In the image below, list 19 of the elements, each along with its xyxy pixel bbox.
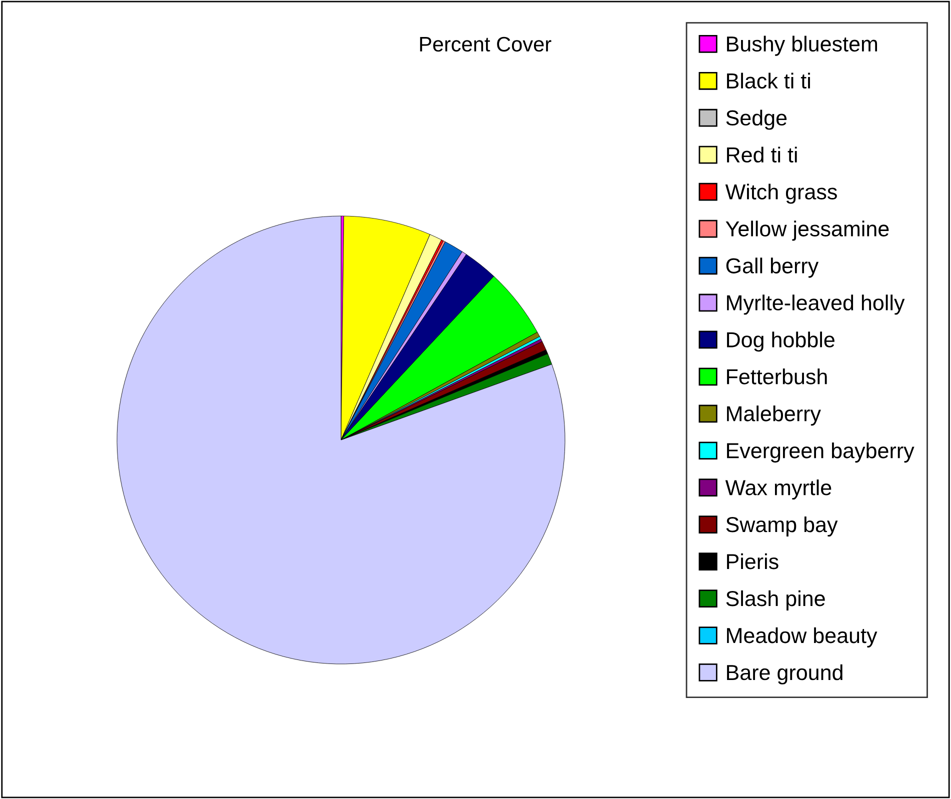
text: Percent Cover — [420, 36, 552, 52]
legend-label: Sedge — [726, 110, 787, 130]
legend-label: Gall berry — [726, 258, 819, 278]
legend-label: Yellow jessamine — [726, 220, 889, 241]
legend-label: Evergreen bayberry — [727, 442, 914, 463]
legend-label: Meadow beauty — [727, 627, 878, 648]
legend-label: Fetterbush — [727, 368, 827, 384]
legend-label: Bushy bluestem — [727, 36, 878, 56]
legend-label: Maleberry — [727, 406, 821, 426]
legend-label: Slash pine — [726, 590, 825, 610]
legend-label: Witch grass — [725, 184, 837, 204]
legend-label: Wax myrtle — [725, 479, 832, 500]
legend-label: Black ti ti — [727, 72, 810, 89]
legend-label: Bare ground — [727, 664, 842, 684]
legend-label: Red ti ti — [727, 146, 797, 163]
legend-label: Pieris — [727, 553, 778, 570]
legend-label: Dog hobble — [727, 332, 834, 352]
legend-label: Swamp bay — [726, 516, 838, 537]
legend-label: Myrlte-leaved holly — [727, 294, 905, 315]
